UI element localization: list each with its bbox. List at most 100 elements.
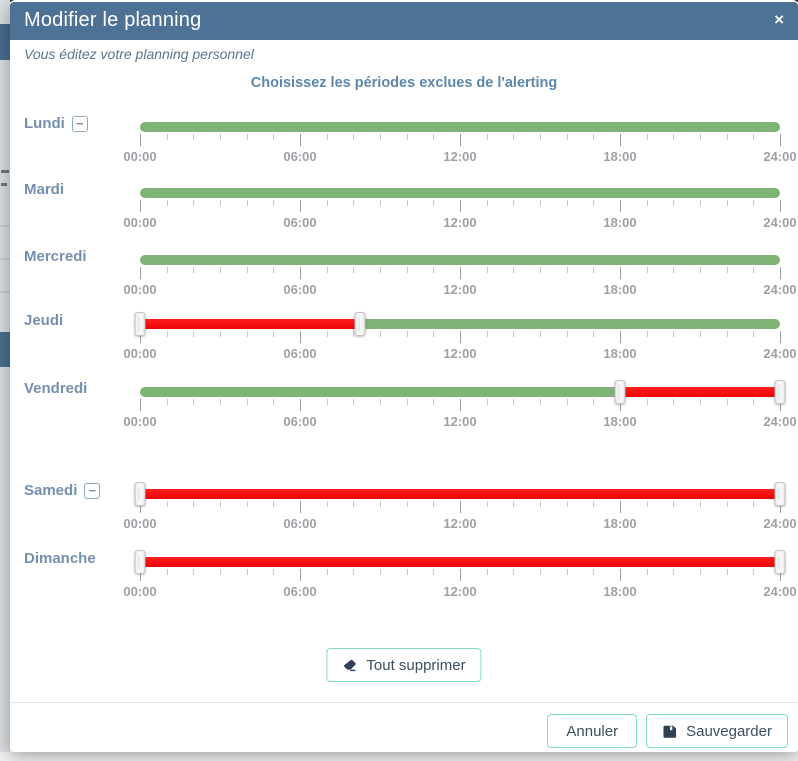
included-period-bar — [140, 387, 780, 397]
tick-label: 00:00 — [123, 215, 157, 230]
clear-all-button[interactable]: Tout supprimer — [326, 648, 482, 682]
tick-label: 24:00 — [763, 414, 797, 429]
minor-tick — [646, 134, 648, 140]
minor-tick — [513, 399, 515, 405]
minor-tick — [753, 200, 755, 206]
minor-tick — [380, 569, 381, 575]
major-tick — [620, 200, 621, 212]
tick-label: 06:00 — [283, 584, 317, 599]
tick-label: 24:00 — [763, 346, 797, 361]
minor-tick — [326, 134, 328, 140]
minor-tick — [326, 399, 328, 405]
slider-handle[interactable] — [134, 550, 146, 574]
time-range-slider[interactable]: 00:00 06:00 12:00 18:00 24:00 — [123, 312, 797, 361]
major-tick — [300, 399, 301, 411]
minor-tick — [593, 399, 595, 405]
tick-label: 18:00 — [603, 584, 637, 599]
major-tick — [140, 569, 141, 581]
minor-tick — [513, 200, 515, 206]
tick-label: 00:00 — [123, 346, 157, 361]
minor-tick — [220, 331, 221, 337]
modal-header: Modifier le planning × — [10, 2, 798, 40]
minor-tick — [540, 267, 541, 273]
minor-tick — [593, 331, 595, 337]
day-label: Mercredi — [24, 248, 87, 265]
tick-label: 18:00 — [603, 414, 637, 429]
save-button[interactable]: Sauvegarder — [646, 714, 788, 748]
minor-tick — [700, 399, 701, 405]
minor-tick — [273, 569, 275, 575]
minor-tick — [166, 331, 168, 337]
minor-tick — [406, 501, 408, 507]
remove-day-icon[interactable]: − — [84, 482, 101, 499]
major-tick — [780, 200, 781, 212]
major-tick — [620, 569, 621, 581]
minor-tick — [246, 331, 248, 337]
slider-handle[interactable] — [774, 380, 786, 404]
tick-label: 12:00 — [443, 516, 477, 531]
major-tick — [300, 569, 301, 581]
major-tick — [300, 267, 301, 279]
minor-tick — [726, 134, 728, 140]
slider-handle[interactable] — [774, 550, 786, 574]
day-name: Dimanche — [24, 550, 96, 567]
day-label: Lundi − — [24, 115, 88, 132]
time-range-slider[interactable]: 00:00 06:00 12:00 18:00 24:00 — [123, 255, 797, 297]
slider-handle[interactable] — [614, 380, 626, 404]
edit-planning-modal: Modifier le planning × Vous éditez votre… — [10, 0, 798, 752]
tick-label: 24:00 — [763, 584, 797, 599]
minor-tick — [593, 569, 595, 575]
tick-label: 24:00 — [763, 149, 797, 164]
minor-tick — [273, 399, 275, 405]
slider-handle[interactable] — [774, 482, 786, 506]
minor-tick — [353, 501, 355, 507]
remove-day-icon[interactable]: − — [71, 115, 88, 132]
time-range-slider[interactable]: 00:00 06:00 12:00 18:00 24:00 — [123, 188, 797, 230]
close-icon[interactable]: × — [774, 10, 784, 29]
day-name: Samedi — [24, 482, 78, 499]
day-row-samedi: Samedi − 00:00 06:00 12:00 18:00 24:00 — [10, 476, 798, 538]
minor-tick — [540, 331, 541, 337]
minor-tick — [220, 501, 221, 507]
minor-tick — [540, 569, 541, 575]
minor-tick — [726, 399, 728, 405]
time-range-slider[interactable]: 00:00 06:00 12:00 18:00 24:00 — [123, 482, 797, 531]
excluded-period-bar — [620, 387, 780, 397]
minor-tick — [700, 569, 701, 575]
tick-label: 06:00 — [283, 149, 317, 164]
minor-tick — [166, 200, 168, 206]
time-range-slider[interactable]: 00:00 06:00 12:00 18:00 24:00 — [123, 122, 797, 164]
minor-tick — [326, 501, 328, 507]
tick-label: 06:00 — [283, 516, 317, 531]
time-range-slider[interactable]: 00:00 06:00 12:00 18:00 24:00 — [123, 550, 797, 599]
slider-handle[interactable] — [134, 482, 146, 506]
minor-tick — [220, 399, 221, 405]
minor-tick — [380, 501, 381, 507]
minor-tick — [540, 399, 541, 405]
minor-tick — [273, 331, 275, 337]
day-name: Vendredi — [24, 380, 88, 397]
major-tick — [620, 134, 621, 146]
minor-tick — [566, 134, 568, 140]
background-divider — [0, 258, 10, 260]
day-name: Mercredi — [24, 248, 87, 265]
minor-tick — [406, 331, 408, 337]
minor-tick — [220, 134, 221, 140]
minor-tick — [753, 134, 755, 140]
minor-tick — [353, 331, 355, 337]
minor-tick — [193, 399, 195, 405]
major-tick — [620, 501, 621, 513]
minor-tick — [486, 267, 488, 273]
minor-tick — [726, 569, 728, 575]
minor-tick — [486, 501, 488, 507]
minor-tick — [540, 134, 541, 140]
time-range-slider[interactable]: 00:00 06:00 12:00 18:00 24:00 — [123, 380, 797, 429]
slider-handle[interactable] — [354, 312, 366, 336]
slider-handle[interactable] — [134, 312, 146, 336]
tick-label: 24:00 — [763, 215, 797, 230]
cancel-button[interactable]: Annuler — [547, 714, 638, 748]
tick-label: 24:00 — [763, 516, 797, 531]
minor-tick — [566, 501, 568, 507]
background-text-fragment — [1, 170, 9, 173]
minor-tick — [166, 569, 168, 575]
